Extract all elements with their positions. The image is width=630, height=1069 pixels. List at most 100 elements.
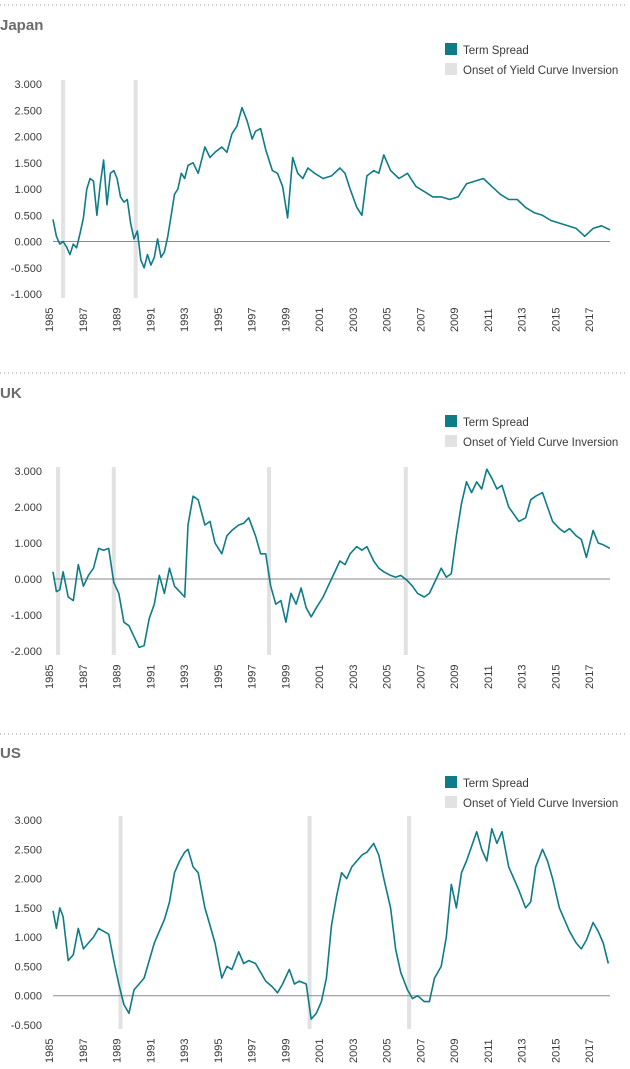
x-tick-label: 1987 — [78, 665, 90, 689]
x-tick-label: 1985 — [44, 308, 56, 332]
term-spread-line — [52, 468, 611, 649]
legend: Term Spread Onset of Yield Curve Inversi… — [445, 43, 618, 77]
y-tick-label: -0.500 — [11, 263, 42, 275]
legend-swatch-term-spread — [445, 415, 457, 427]
x-tick-label: 2009 — [449, 1039, 461, 1063]
x-tick-label: 2007 — [415, 665, 427, 689]
x-tick-label: 2017 — [584, 308, 596, 332]
legend: Term Spread Onset of Yield Curve Inversi… — [445, 415, 618, 449]
x-tick-label: 1997 — [247, 1039, 259, 1063]
x-tick-label: 1993 — [179, 1039, 191, 1063]
x-tick-label: 1995 — [213, 308, 225, 332]
y-tick-label: 1.000 — [14, 184, 42, 196]
legend-swatch-term-spread — [445, 776, 457, 788]
x-tick-label: 2011 — [483, 308, 495, 332]
inversion-onset-band — [133, 80, 138, 298]
x-tick-label: 2013 — [517, 1039, 529, 1063]
y-tick-label: 2.500 — [14, 105, 42, 117]
x-tick-label: 2005 — [382, 1039, 394, 1063]
x-tick-label: 1989 — [112, 308, 124, 332]
x-tick-label: 2017 — [584, 665, 596, 689]
y-tick-label: 3.000 — [14, 79, 42, 91]
x-tick-label: 2015 — [550, 308, 562, 332]
legend: Term Spread Onset of Yield Curve Inversi… — [445, 776, 618, 810]
y-tick-label: 0.500 — [14, 961, 42, 973]
inversion-onset-band — [307, 816, 312, 1029]
x-tick-label: 1985 — [44, 665, 56, 689]
x-tick-label: 2007 — [415, 308, 427, 332]
term-spread-line — [52, 106, 611, 269]
inversion-onset-band — [267, 467, 271, 655]
y-tick-label: 0.000 — [14, 574, 42, 586]
y-tick-label: 0.000 — [14, 237, 42, 249]
y-tick-label: 3.000 — [14, 815, 42, 827]
x-tick-label: 1987 — [78, 308, 90, 332]
legend-swatch-inversion — [445, 63, 457, 75]
y-tick-label: -0.500 — [11, 1020, 42, 1032]
x-tick-label: 2003 — [348, 308, 360, 332]
x-tick-label: 1993 — [179, 665, 191, 689]
x-tick-label: 2003 — [348, 1039, 360, 1063]
x-tick-label: 2017 — [584, 1039, 596, 1063]
inversion-onset-band — [111, 467, 116, 655]
term-spread-line — [52, 828, 610, 1020]
x-tick-label: 1993 — [179, 308, 191, 332]
x-tick-label: 1999 — [280, 308, 292, 332]
inversion-onset-band — [407, 816, 412, 1029]
x-tick-label: 1991 — [145, 1039, 157, 1063]
legend-label-inversion: Onset of Yield Curve Inversion — [463, 437, 618, 449]
y-tick-label: 0.500 — [14, 210, 42, 222]
x-tick-label: 1995 — [213, 1039, 225, 1063]
x-tick-label: 2013 — [517, 308, 529, 332]
x-tick-label: 2005 — [382, 665, 394, 689]
chart-title: UK — [0, 385, 22, 402]
x-tick-label: 1997 — [247, 665, 259, 689]
y-tick-label: 2.500 — [14, 844, 42, 856]
legend-label-term-spread: Term Spread — [463, 417, 529, 429]
y-tick-label: 1.000 — [14, 538, 42, 550]
chart-panel-japan: Japan Term Spread Onset of Yield Curve I… — [0, 17, 618, 332]
x-tick-label: 1989 — [112, 1039, 124, 1063]
x-tick-label: 1991 — [145, 665, 157, 689]
legend-label-term-spread: Term Spread — [463, 45, 529, 57]
x-tick-label: 2007 — [415, 1039, 427, 1063]
y-tick-label: 1.500 — [14, 903, 42, 915]
x-tick-label: 1987 — [78, 1039, 90, 1063]
legend-swatch-inversion — [445, 435, 457, 447]
x-tick-label: 1989 — [112, 665, 124, 689]
x-tick-label: 2009 — [449, 665, 461, 689]
x-tick-label: 1985 — [44, 1039, 56, 1063]
legend-swatch-term-spread — [445, 43, 457, 55]
y-tick-label: 0.000 — [14, 991, 42, 1003]
y-tick-label: 2.000 — [14, 502, 42, 514]
x-tick-label: 2015 — [550, 665, 562, 689]
legend-label-inversion: Onset of Yield Curve Inversion — [463, 798, 618, 810]
x-tick-label: 1995 — [213, 665, 225, 689]
x-tick-label: 2015 — [550, 1039, 562, 1063]
x-tick-label: 2001 — [314, 665, 326, 689]
y-tick-label: 1.500 — [14, 158, 42, 170]
x-tick-label: 2013 — [517, 665, 529, 689]
x-tick-label: 2011 — [483, 665, 495, 689]
chart-title: US — [0, 745, 21, 762]
y-tick-label: 1.000 — [14, 932, 42, 944]
x-tick-label: 1991 — [145, 308, 157, 332]
x-tick-label: 1997 — [247, 308, 259, 332]
x-tick-label: 2003 — [348, 665, 360, 689]
legend-swatch-inversion — [445, 796, 457, 808]
chart-panel-us: US Term Spread Onset of Yield Curve Inve… — [0, 745, 618, 1063]
legend-label-inversion: Onset of Yield Curve Inversion — [463, 65, 618, 77]
inversion-onset-band — [118, 816, 123, 1029]
y-tick-label: 2.000 — [14, 874, 42, 886]
x-tick-label: 2005 — [382, 308, 394, 332]
chart-panel-uk: UK Term Spread Onset of Yield Curve Inve… — [0, 385, 618, 689]
chart-title: Japan — [0, 17, 43, 34]
x-tick-label: 2011 — [483, 1039, 495, 1063]
x-tick-label: 2009 — [449, 308, 461, 332]
y-tick-label: 2.000 — [14, 132, 42, 144]
inversion-onset-band — [61, 80, 66, 298]
y-tick-label: 3.000 — [14, 466, 42, 478]
x-tick-label: 1999 — [280, 1039, 292, 1063]
